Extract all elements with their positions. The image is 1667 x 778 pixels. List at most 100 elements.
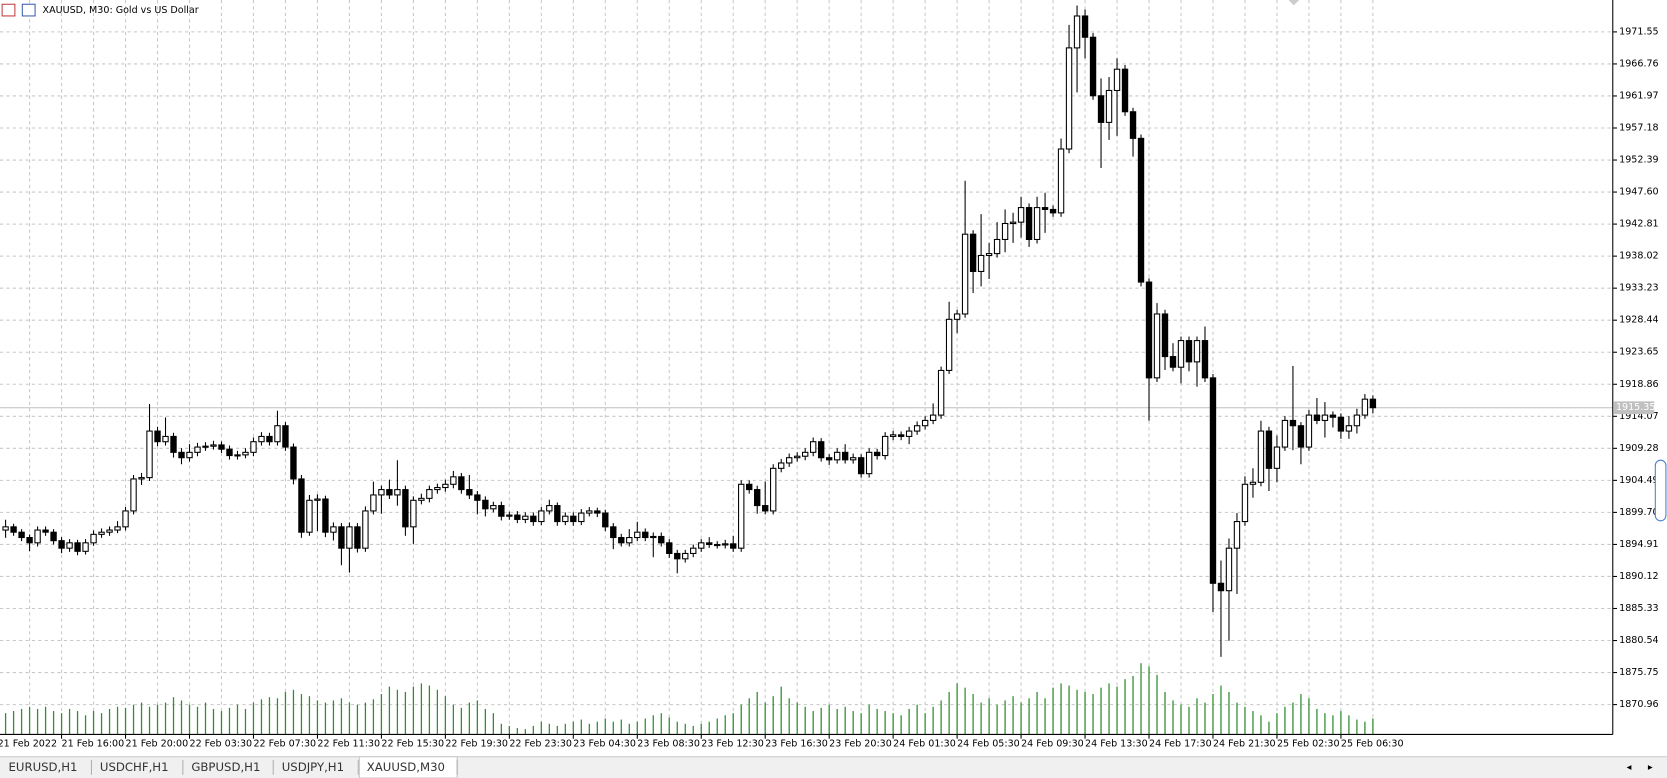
y-tick-label: 1933.23: [1619, 283, 1658, 294]
y-tick-label: 1966.76: [1619, 58, 1658, 69]
candle-body: [1081, 15, 1089, 38]
y-tick-label: 1928.44: [1619, 315, 1658, 326]
candle-body: [82, 542, 89, 552]
candle-body: [1073, 15, 1081, 49]
y-tick-label: 1957.18: [1619, 122, 1658, 133]
candle-body: [490, 505, 497, 510]
candle-body: [1265, 430, 1273, 469]
candle-body: [274, 425, 281, 443]
x-tick-label: 24 Feb 05:30: [957, 738, 1020, 749]
candle-body: [522, 515, 529, 520]
candle-body: [754, 489, 761, 507]
tab-label[interactable]: USDCHF,H1: [100, 760, 169, 774]
candle-body: [482, 499, 489, 510]
candle-body: [1105, 89, 1113, 123]
shift-marker: [1288, 0, 1300, 6]
candle-body: [306, 499, 313, 533]
candle-body: [1201, 340, 1209, 379]
candle-body: [770, 467, 777, 512]
candle-body: [650, 535, 657, 539]
candle-body: [402, 489, 409, 528]
candle-body: [1121, 68, 1129, 113]
candle-body: [450, 476, 457, 485]
y-tick-label: 1942.81: [1619, 219, 1658, 230]
tab[interactable]: XAUUSD,M30: [358, 756, 458, 778]
scrollbar[interactable]: [1654, 459, 1667, 522]
candle-body: [466, 489, 473, 496]
x-tick-label: 23 Feb 04:30: [573, 738, 636, 749]
candle-body: [194, 446, 201, 453]
candle-body: [730, 543, 737, 549]
tab-label[interactable]: GBPUSD,H1: [191, 760, 260, 774]
tab[interactable]: EURUSD,H1: [9, 760, 92, 775]
candle-body: [1305, 414, 1313, 448]
candle-body: [1177, 340, 1185, 368]
candle-body: [857, 457, 865, 475]
candle-body: [1249, 481, 1257, 485]
tab[interactable]: USDCHF,H1: [100, 760, 184, 775]
candle-body: [738, 483, 745, 549]
candle-body: [434, 486, 441, 491]
candle-body: [682, 552, 689, 560]
candle-body: [865, 451, 873, 475]
candle-body: [1049, 208, 1057, 214]
candle-body: [889, 434, 897, 437]
candle-body: [586, 510, 593, 514]
x-tick-label: 22 Feb 03:30: [190, 738, 253, 749]
axes: 1971.55 1966.76 1961.97 1957.18 1952.39 1947.…: [0, 0, 1659, 749]
title-bar: XAUUSD, M30: Gold vs US Dollar: [1, 3, 199, 17]
candle-body: [1185, 340, 1193, 363]
x-tick-label: 25 Feb 06:30: [1341, 738, 1404, 749]
candle-body: [170, 435, 177, 453]
tab-label[interactable]: EURUSD,H1: [9, 760, 78, 774]
candle-body: [146, 430, 153, 479]
candle-body: [1273, 446, 1281, 469]
candle-body: [961, 233, 969, 315]
y-tick-label: 1947.60: [1619, 187, 1658, 198]
y-tick-label: 1885.33: [1619, 603, 1658, 614]
tab[interactable]: USDJPY,H1: [282, 760, 359, 775]
candle-body: [1329, 414, 1337, 418]
candle-body: [346, 526, 353, 549]
candle-body: [410, 499, 417, 528]
tab-label[interactable]: USDJPY,H1: [282, 760, 344, 774]
tab-label[interactable]: XAUUSD,M30: [367, 760, 445, 774]
candle-body: [2, 526, 9, 531]
icon: [1, 3, 16, 17]
scroll-left[interactable]: ◂: [1627, 762, 1632, 773]
candle-body: [594, 510, 601, 514]
candle-body: [130, 478, 137, 512]
candle-body: [386, 489, 393, 496]
candle-body: [1041, 207, 1049, 210]
candle-body: [106, 529, 113, 533]
candle-body: [602, 512, 609, 528]
candle-body: [977, 254, 985, 272]
candle-body: [218, 444, 225, 450]
candle-body: [618, 537, 625, 544]
candle-body: [714, 543, 721, 547]
y-tick-label: 1923.65: [1619, 347, 1658, 358]
tab[interactable]: GBPUSD,H1: [191, 760, 274, 775]
candle-body: [290, 446, 297, 480]
candle-body: [1001, 222, 1009, 241]
candle-body: [1097, 95, 1105, 123]
candle-body: [122, 510, 129, 528]
candle-body: [881, 435, 889, 457]
candle-body: [426, 489, 433, 499]
candle-body: [849, 457, 857, 461]
candle-body: [1233, 521, 1241, 549]
x-tick-label: 23 Feb 12:30: [701, 738, 764, 749]
candle-body: [178, 451, 185, 459]
candle-body: [825, 457, 833, 461]
candle-body: [66, 542, 73, 549]
candle-body: [1369, 398, 1377, 409]
candle-body: [1161, 313, 1169, 358]
candle-body: [929, 414, 937, 421]
candle-body: [1025, 207, 1033, 241]
x-tick-label: 24 Feb 09:30: [1021, 738, 1084, 749]
candle-body: [1289, 419, 1297, 427]
scroll-right[interactable]: ▸: [1648, 762, 1653, 773]
candle-body: [666, 542, 673, 554]
candle-body: [42, 529, 49, 533]
candle-body: [1241, 483, 1249, 523]
